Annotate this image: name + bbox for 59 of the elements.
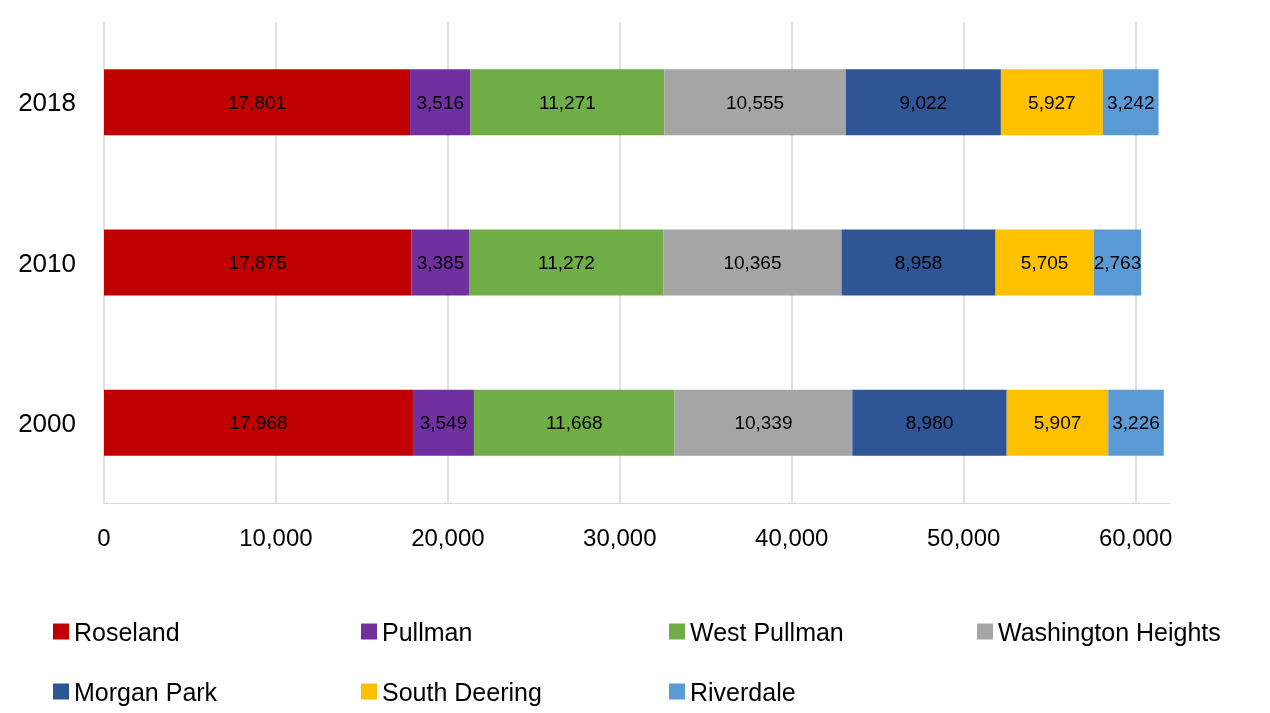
data-label: 17,801 [227, 91, 287, 113]
data-label: 17,968 [229, 412, 288, 434]
bar [995, 229, 1094, 296]
bar [1000, 69, 1103, 136]
data-label: 11,271 [539, 91, 596, 113]
data-label: 5,705 [1020, 252, 1069, 273]
bar [674, 389, 853, 456]
bar [664, 69, 846, 136]
data-label: 10,339 [734, 412, 793, 434]
y-tick-label: 2000 [18, 407, 76, 438]
bar [845, 69, 1001, 136]
legend-label: South Deering [382, 677, 542, 706]
bar [469, 229, 664, 296]
data-label: 3,549 [419, 412, 468, 434]
bar [104, 229, 412, 296]
bar [104, 389, 413, 456]
x-tick-label: 30,000 [583, 523, 657, 551]
data-label: 8,958 [894, 252, 943, 273]
data-label: 11,272 [538, 252, 595, 273]
bar [841, 229, 996, 296]
bar [104, 69, 411, 136]
legend-label: West Pullman [690, 617, 844, 646]
legend-label: Riverdale [690, 677, 796, 706]
data-label: 11,668 [545, 412, 603, 434]
legend-label: Pullman [382, 617, 473, 646]
data-label: 5,907 [1033, 412, 1082, 434]
legend-label: Roseland [74, 617, 180, 646]
bar [412, 389, 474, 456]
x-tick-label: 10,000 [239, 523, 313, 551]
legend-label: Washington Heights [998, 617, 1221, 646]
bar [410, 69, 471, 136]
bar [1102, 69, 1159, 136]
data-label: 10,365 [723, 252, 782, 273]
bar [1108, 389, 1164, 456]
data-label: 3,226 [1112, 412, 1160, 434]
x-tick-label: 60,000 [1098, 523, 1173, 551]
data-label: 9,022 [899, 91, 948, 113]
bar [852, 389, 1007, 456]
bar [1093, 229, 1142, 296]
data-label: 3,385 [416, 252, 465, 273]
bar [663, 229, 842, 296]
data-label: 3,242 [1106, 91, 1155, 113]
data-label: 3,516 [416, 91, 465, 113]
y-tick-label: 2018 [18, 87, 76, 118]
bar [411, 229, 470, 296]
legend-label: Morgan Park [74, 677, 218, 706]
bar [473, 389, 675, 456]
y-tick-label: 2010 [18, 247, 76, 278]
x-tick-label: 50,000 [926, 523, 1001, 551]
data-label: 5,927 [1028, 91, 1076, 113]
x-tick-label: 20,000 [411, 523, 485, 551]
data-label: 17,875 [228, 252, 287, 273]
x-tick-label: 0 [97, 523, 111, 551]
data-label: 10,555 [725, 91, 785, 113]
bar [470, 69, 665, 136]
data-label: 2,763 [1093, 252, 1142, 273]
x-tick-label: 40,000 [755, 523, 829, 551]
data-label: 8,980 [905, 412, 954, 434]
bar [1006, 389, 1109, 456]
